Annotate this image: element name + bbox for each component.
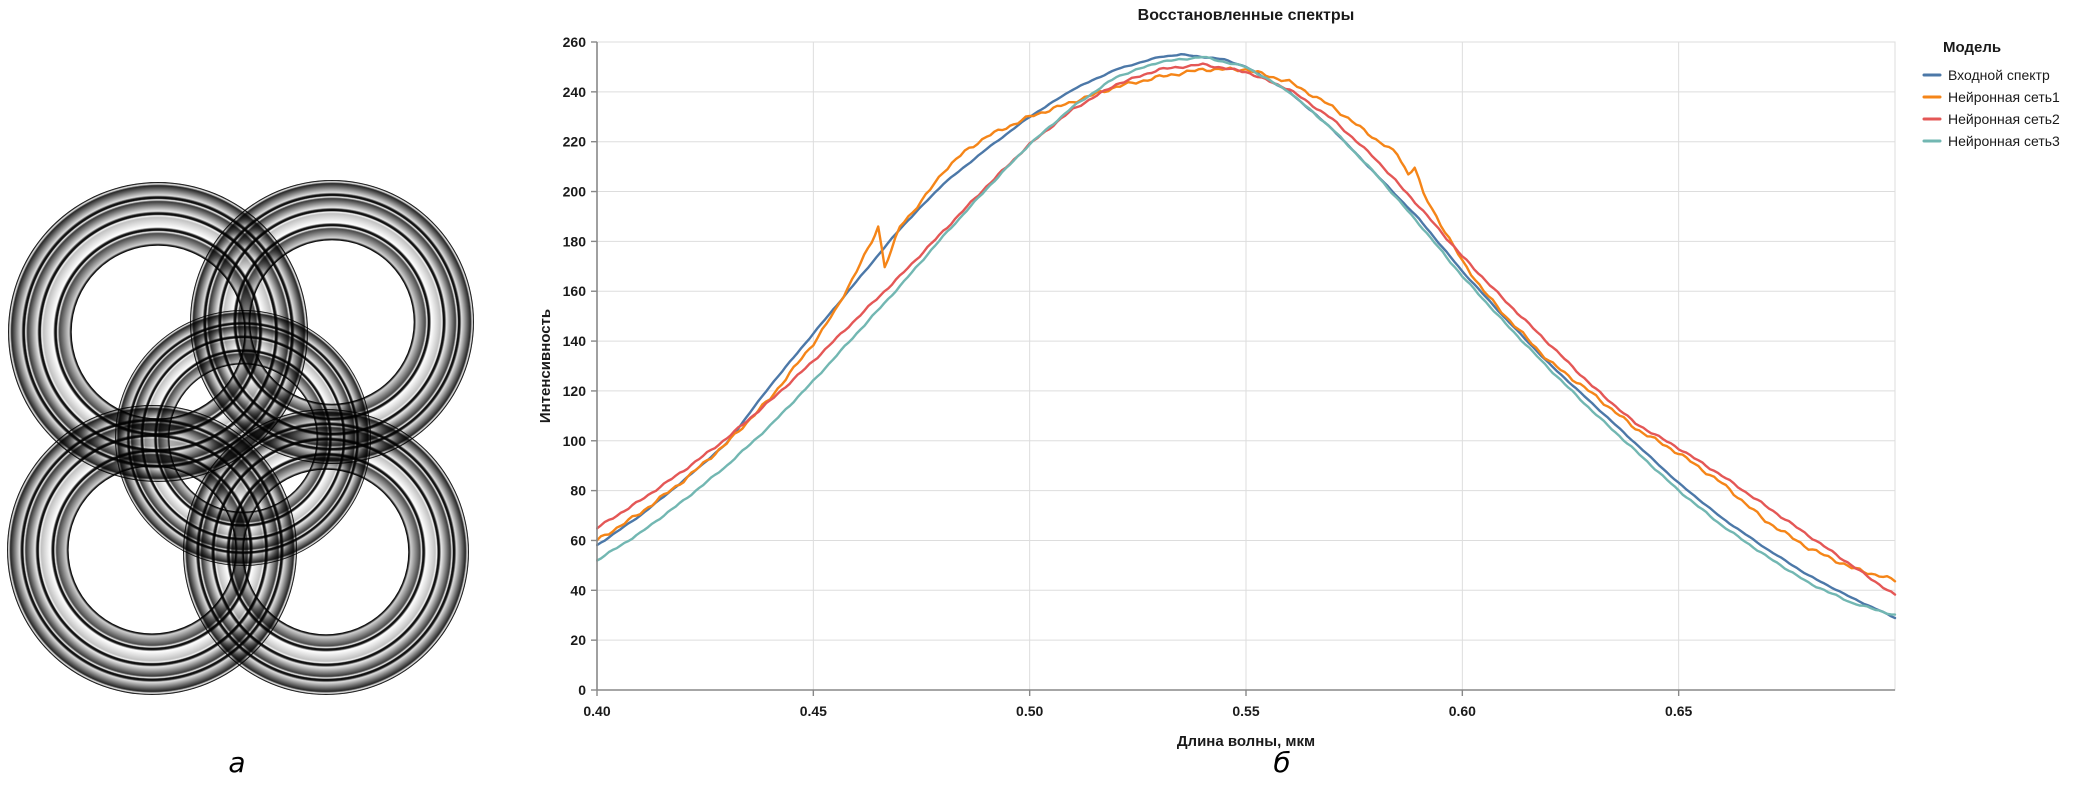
x-tick-label: 0.40 bbox=[583, 703, 610, 719]
x-tick-label: 0.65 bbox=[1665, 703, 1692, 719]
y-tick-label: 100 bbox=[563, 433, 587, 449]
panel-b-label: б bbox=[1273, 746, 1291, 779]
x-tick-label: 0.60 bbox=[1449, 703, 1476, 719]
diffractive-ring-lens bbox=[183, 409, 469, 695]
series-line-4 bbox=[596, 55, 1897, 616]
panel-a-label: а bbox=[228, 746, 246, 779]
ring-pattern-image bbox=[7, 180, 474, 695]
legend-item-label: Нейронная сеть1 bbox=[1948, 89, 2060, 105]
x-tick-label: 0.45 bbox=[800, 703, 827, 719]
y-tick-label: 220 bbox=[563, 134, 587, 150]
legend-title: Модель bbox=[1943, 39, 2001, 56]
y-tick-label: 20 bbox=[570, 632, 586, 648]
diffractive-ring-lens bbox=[115, 310, 371, 566]
y-tick-label: 160 bbox=[563, 283, 587, 299]
series-lines bbox=[596, 53, 1897, 620]
y-tick-label: 140 bbox=[563, 333, 587, 349]
y-tick-label: 180 bbox=[563, 233, 587, 249]
y-axis-title: Интенсивность bbox=[537, 309, 554, 423]
series-line-3 bbox=[596, 62, 1897, 596]
legend-item-label: Нейронная сеть2 bbox=[1948, 111, 2060, 127]
legend-item-label: Нейронная сеть3 bbox=[1948, 133, 2060, 149]
x-axis-title: Длина волны, мкм bbox=[1177, 733, 1315, 750]
legend: Модель Входной спектр Нейронная сеть1 Нейро… bbox=[1922, 39, 2060, 149]
y-tick-label: 40 bbox=[570, 582, 586, 598]
series-line-2 bbox=[596, 66, 1897, 583]
spectra-chart: 0 20 40 60 80 100 120 140 160 180 200 220 240 260 0.40… bbox=[537, 7, 2060, 750]
y-tick-label: 60 bbox=[570, 532, 586, 548]
panel-b-chart: 0 20 40 60 80 100 120 140 160 180 200 220 240 260 0.40… bbox=[500, 0, 2086, 794]
y-tick-label: 240 bbox=[563, 84, 587, 100]
y-tick-label: 260 bbox=[563, 34, 587, 50]
y-tick-label: 200 bbox=[563, 184, 587, 200]
y-tick-label: 80 bbox=[570, 483, 586, 499]
chart-title: Восстановленные спектры bbox=[1138, 7, 1355, 24]
panel-a-lens-pattern: а bbox=[0, 0, 500, 794]
axes: 0 20 40 60 80 100 120 140 160 180 200 220 240 260 0.40… bbox=[563, 34, 1895, 719]
gridlines bbox=[596, 41, 1895, 691]
y-tick-label: 0 bbox=[578, 682, 586, 698]
legend-item-label: Входной спектр bbox=[1948, 67, 2050, 83]
x-tick-label: 0.50 bbox=[1016, 703, 1043, 719]
diffractive-ring-lens bbox=[190, 180, 474, 464]
y-tick-label: 120 bbox=[563, 383, 587, 399]
x-tick-label: 0.55 bbox=[1232, 703, 1259, 719]
